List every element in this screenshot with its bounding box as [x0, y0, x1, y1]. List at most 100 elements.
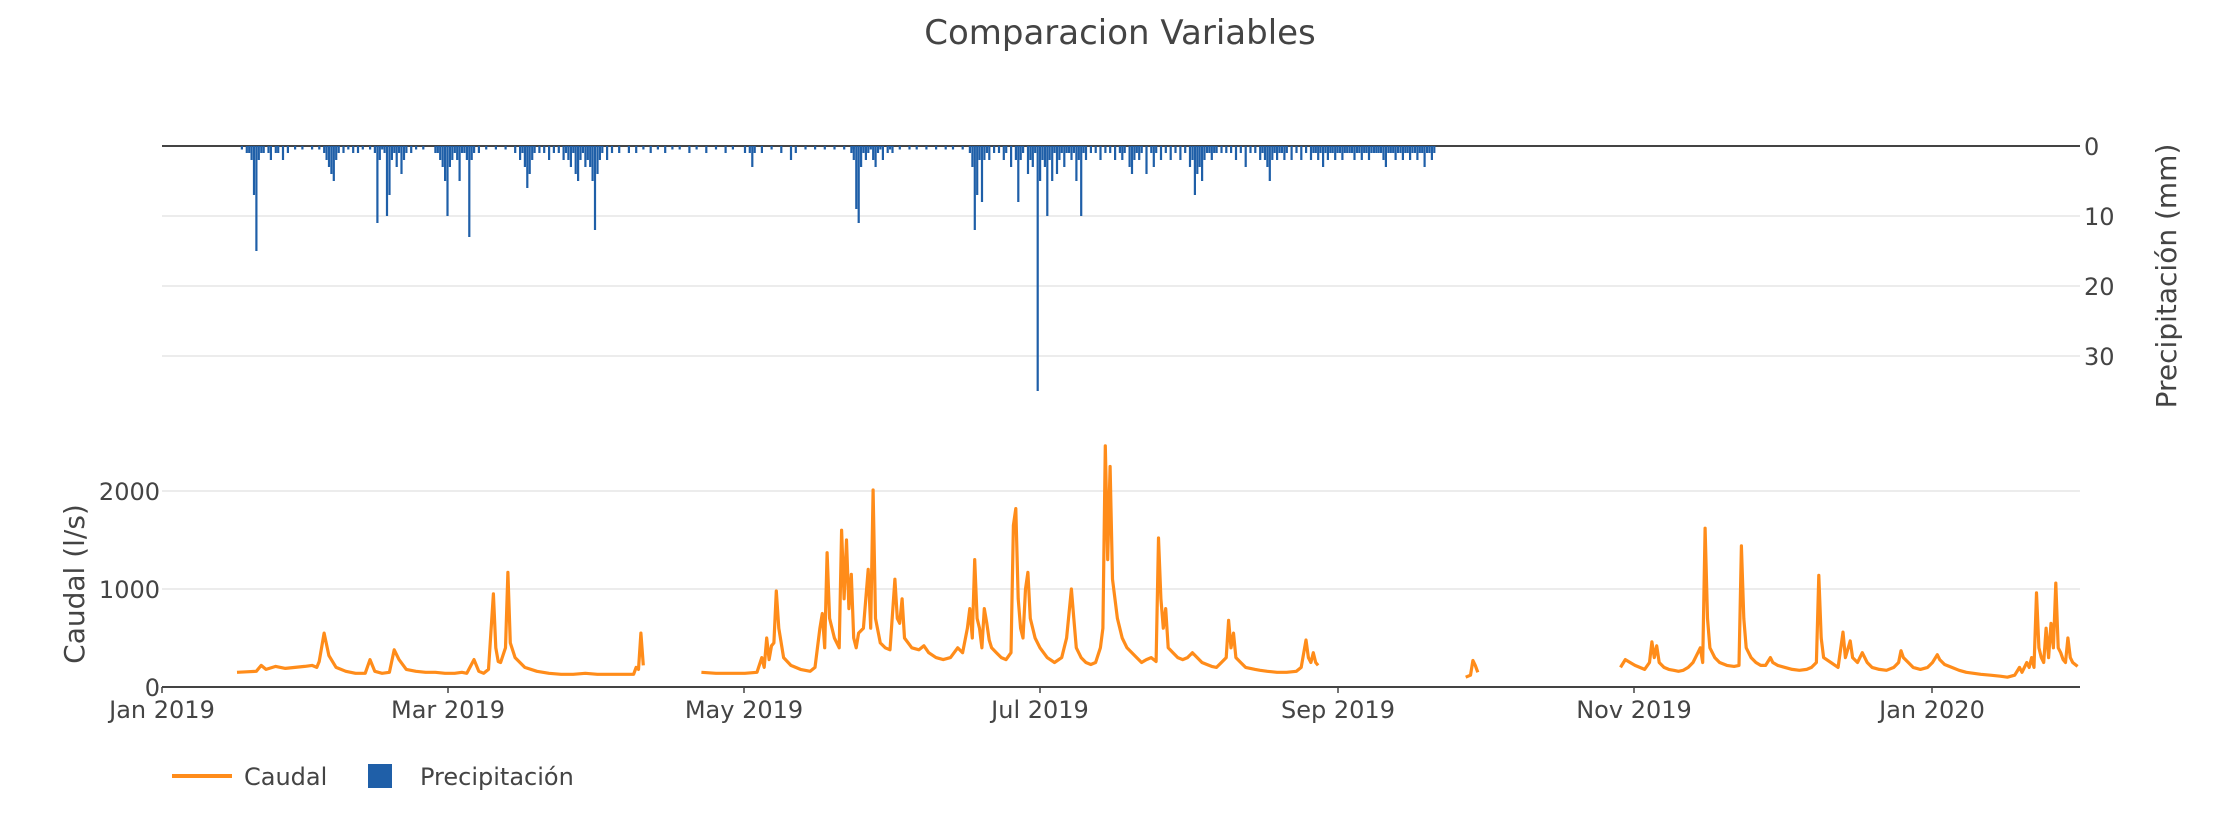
- precip-bar: [823, 146, 826, 150]
- precip-bar: [1174, 146, 1177, 153]
- precip-bar: [402, 146, 406, 160]
- precip-bar: [855, 146, 858, 209]
- precip-bar: [436, 146, 439, 153]
- caudal-y-ticks: 0 1000 2000: [99, 478, 160, 702]
- precip-bar: [743, 146, 747, 153]
- precip-bar: [1358, 146, 1361, 153]
- precip-bar: [1276, 146, 1279, 160]
- precip-bar: [1094, 146, 1097, 153]
- precip-bar: [519, 146, 522, 160]
- precip-bar: [294, 146, 297, 150]
- precip-bar: [1367, 146, 1371, 160]
- precip-bar: [269, 146, 272, 160]
- precip-bar: [872, 146, 875, 160]
- precip-bar: [983, 146, 986, 160]
- precip-bar: [997, 146, 1001, 153]
- precip-bar: [342, 146, 345, 153]
- precip-bar: [1210, 146, 1213, 160]
- precip-bar: [1058, 146, 1061, 160]
- precip-bar: [274, 146, 277, 153]
- precip-bar: [627, 146, 630, 153]
- precip-bar: [1205, 146, 1209, 153]
- precip-bar: [1360, 146, 1363, 160]
- precip-bar: [591, 146, 594, 181]
- precip-bar: [1413, 146, 1417, 153]
- precip-bar: [301, 146, 304, 150]
- precip-bar: [1188, 146, 1192, 167]
- precip-bar: [533, 146, 536, 153]
- precip-bar: [330, 146, 333, 174]
- precip-bar: [548, 146, 551, 160]
- caudal-series-line: [1619, 526, 2079, 679]
- precip-bar: [1372, 146, 1375, 153]
- precip-bar: [770, 146, 773, 150]
- precip-bar: [579, 146, 582, 160]
- precip-bar: [1309, 146, 1313, 160]
- precip-bar: [688, 146, 691, 153]
- precip-bar: [562, 146, 565, 160]
- precip-bars: [240, 146, 1436, 391]
- precip-bar: [794, 146, 797, 153]
- precip-bar: [337, 146, 340, 153]
- precip-bar: [804, 146, 807, 150]
- precip-bar: [850, 146, 853, 153]
- precip-bar: [1334, 146, 1337, 160]
- legend[interactable]: Caudal Precipitación: [172, 763, 574, 791]
- precip-bar: [390, 146, 393, 160]
- precip-bar: [1314, 146, 1317, 153]
- legend-item-caudal[interactable]: Caudal: [172, 763, 327, 791]
- precip-bar: [422, 146, 425, 150]
- precip-bar: [1261, 146, 1264, 153]
- precip-bar: [1423, 146, 1426, 167]
- precip-bar: [1326, 146, 1329, 160]
- caudal-tick-label: 2000: [99, 478, 160, 506]
- caudal-lines: [236, 444, 2079, 679]
- precip-bar: [1416, 146, 1419, 160]
- precip-bar: [557, 146, 560, 153]
- precip-bar: [1109, 146, 1112, 153]
- precip-bar: [1029, 146, 1032, 160]
- legend-label-caudal: Caudal: [244, 763, 327, 791]
- precip-bar: [458, 146, 461, 181]
- precip-bar: [1348, 146, 1351, 153]
- precip-bar: [405, 146, 408, 153]
- precip-bar: [843, 146, 846, 150]
- legend-item-precipitacion[interactable]: Precipitación: [368, 763, 574, 791]
- precip-bar: [978, 146, 981, 160]
- precip-bar: [985, 146, 988, 153]
- precip-bar: [574, 146, 577, 174]
- precip-bar: [1198, 146, 1201, 167]
- precip-tick-label: 20: [2084, 273, 2115, 301]
- precip-bar: [1322, 146, 1325, 167]
- precip-bar: [1394, 146, 1397, 160]
- precip-bar: [760, 146, 763, 153]
- precip-bar: [789, 146, 793, 160]
- precip-bar: [361, 146, 364, 150]
- precip-bar: [1080, 146, 1083, 216]
- precip-bar: [780, 146, 783, 153]
- precip-bar: [1169, 146, 1172, 160]
- precip-bar: [1365, 146, 1368, 153]
- caudal-tick-label: 0: [145, 674, 160, 702]
- precip-bar: [581, 146, 584, 153]
- caudal-axis-title: Caudal (l/s): [58, 504, 91, 664]
- caudal-series-line: [1465, 658, 1480, 679]
- precip-bar: [439, 146, 442, 160]
- precip-bar: [1133, 146, 1136, 160]
- precip-bar: [753, 146, 756, 153]
- precip-bar: [1329, 146, 1332, 153]
- precip-bar: [286, 146, 289, 153]
- precip-bar: [385, 146, 389, 216]
- precip-bar: [352, 146, 355, 153]
- precip-bar: [1130, 146, 1134, 174]
- precip-bar: [876, 146, 880, 153]
- caudal-series-line: [701, 444, 1320, 675]
- precip-bar: [1234, 146, 1238, 160]
- precip-bar: [1399, 146, 1402, 153]
- precip-bar: [1380, 146, 1383, 153]
- x-tick-label: Sep 2019: [1281, 696, 1395, 724]
- precip-bar: [281, 146, 285, 160]
- precip-bar: [864, 146, 867, 160]
- precip-bar: [867, 146, 870, 153]
